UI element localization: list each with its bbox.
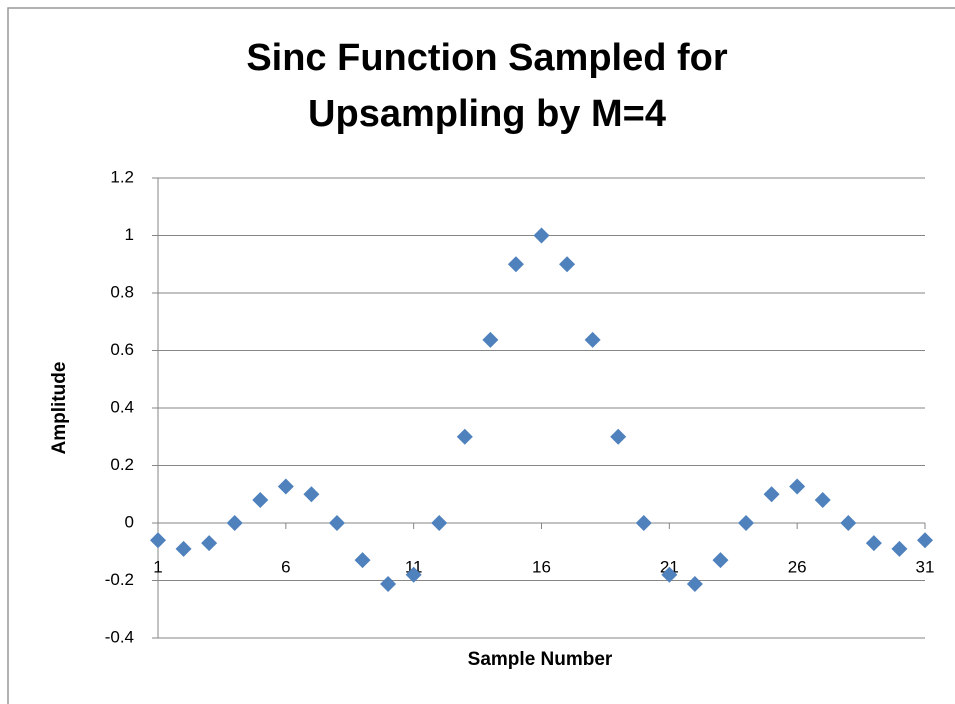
marker [635, 515, 652, 531]
marker [559, 256, 576, 273]
marker [405, 566, 422, 583]
y-tick-label: 1 [125, 225, 134, 244]
marker [738, 515, 755, 531]
marker [226, 515, 243, 531]
marker [380, 575, 397, 592]
marker [763, 486, 780, 503]
marker [328, 515, 345, 531]
marker [456, 428, 473, 445]
x-tick-label: 6 [281, 557, 290, 576]
y-tick-label: 0.8 [110, 282, 134, 301]
marker [175, 540, 192, 557]
y-tick-label: 0.4 [110, 397, 134, 416]
y-tick-label: -0.2 [105, 570, 134, 589]
marker [354, 552, 371, 569]
marker [277, 478, 294, 495]
title-line: Sinc Function Sampled for [246, 37, 728, 79]
marker [686, 575, 703, 592]
marker [303, 486, 320, 503]
marker [482, 331, 499, 348]
y-tick-label: 0.6 [110, 340, 134, 359]
marker [533, 227, 550, 244]
marker [865, 535, 882, 552]
marker [507, 256, 524, 273]
chart-title: Sinc Function Sampled for Upsampling by M… [246, 37, 728, 135]
x-tick-label: 31 [916, 557, 935, 576]
marker [840, 515, 857, 531]
marker [252, 492, 269, 508]
x-tick-label: 1 [153, 557, 162, 576]
title-line: Upsampling by M=4 [308, 93, 666, 135]
marker [814, 492, 831, 508]
y-axis-label: Amplitude [49, 362, 70, 455]
marker [150, 532, 166, 549]
marker [789, 478, 806, 495]
marker [584, 331, 601, 348]
marker [201, 535, 218, 552]
y-tick-label: 0 [125, 512, 134, 531]
marker [917, 532, 933, 549]
marker [712, 552, 729, 569]
marker [431, 515, 448, 531]
x-tick-label: 26 [788, 557, 807, 576]
marker [610, 428, 627, 445]
marker [661, 566, 678, 583]
y-tick-label: -0.4 [105, 627, 134, 646]
marker [891, 540, 908, 557]
chart-frame [7, 7, 955, 704]
x-axis-label: Sample Number [468, 649, 613, 670]
y-tick-label: 0.2 [110, 455, 134, 474]
x-tick-label: 16 [532, 557, 551, 576]
y-tick-label: 1.2 [110, 167, 134, 186]
